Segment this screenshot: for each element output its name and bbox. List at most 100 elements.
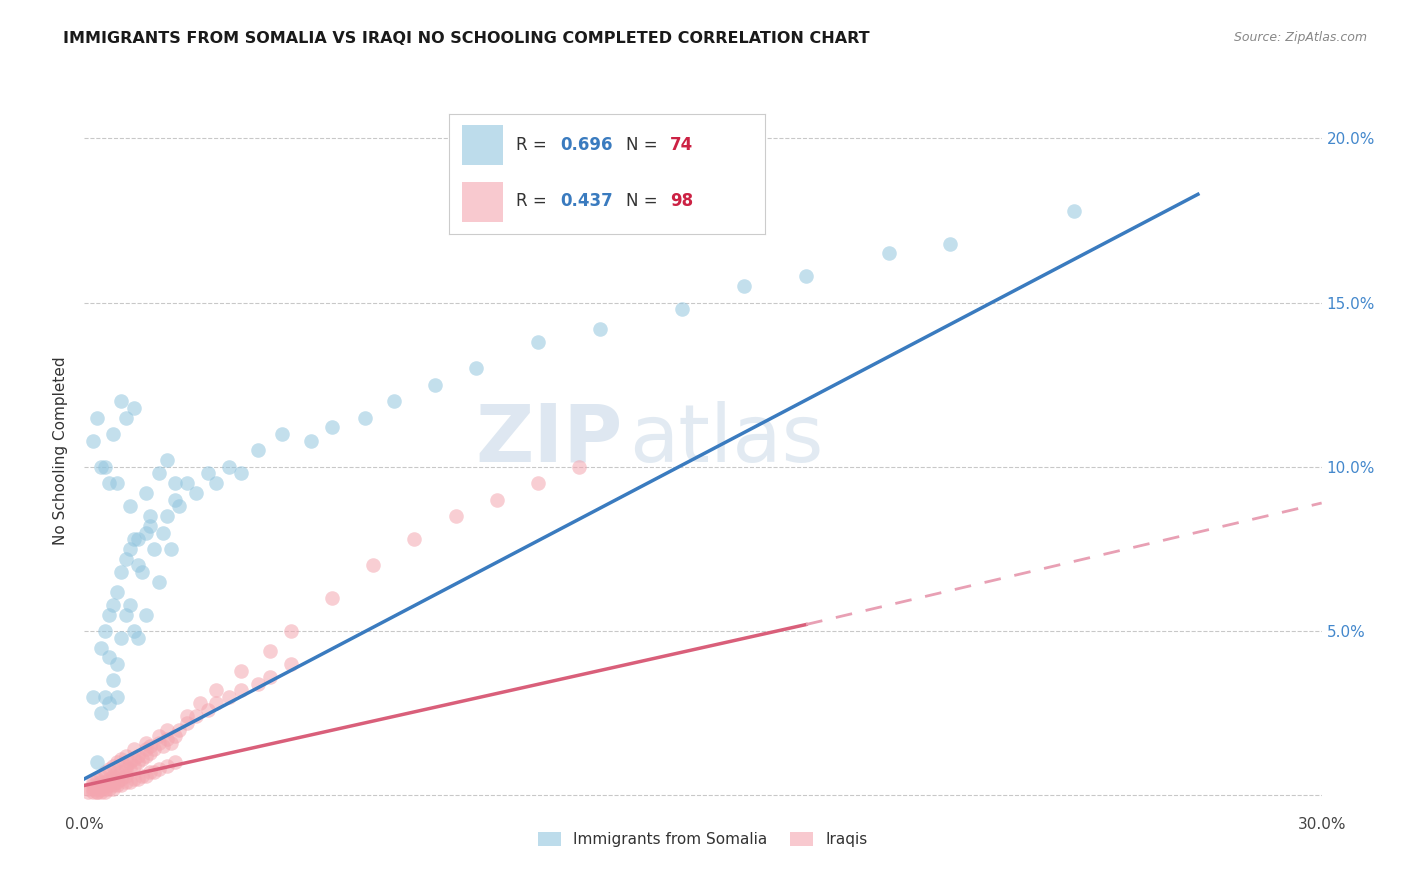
Point <box>156 723 179 737</box>
Point <box>246 676 269 690</box>
Text: IMMIGRANTS FROM SOMALIA VS IRAQI NO SCHOOLING COMPLETED CORRELATION CHART: IMMIGRANTS FROM SOMALIA VS IRAQI NO SCHO… <box>63 31 870 46</box>
Point <box>259 670 281 684</box>
Point <box>110 752 132 766</box>
Point <box>94 785 117 799</box>
Point <box>105 690 128 704</box>
Point <box>103 427 125 442</box>
Point <box>321 420 343 434</box>
Point <box>877 246 900 260</box>
Point <box>98 779 121 793</box>
Point <box>353 410 375 425</box>
Point <box>259 644 281 658</box>
Point <box>114 607 136 622</box>
Point <box>90 769 112 783</box>
Point <box>131 752 153 766</box>
Point <box>382 394 405 409</box>
Point <box>176 476 198 491</box>
Point <box>733 279 755 293</box>
Point <box>105 779 128 793</box>
Point <box>127 558 149 573</box>
Point <box>485 492 508 507</box>
Point <box>184 486 207 500</box>
Point <box>197 467 219 481</box>
Point <box>105 584 128 599</box>
Point <box>105 769 128 783</box>
Point <box>105 657 128 671</box>
Point <box>122 532 145 546</box>
Point <box>90 706 112 721</box>
Point <box>114 769 136 783</box>
Point <box>156 758 179 772</box>
Point <box>321 591 343 606</box>
Point <box>82 775 104 789</box>
Point <box>135 769 157 783</box>
Point <box>90 640 112 655</box>
Point <box>105 775 128 789</box>
Point <box>165 756 187 770</box>
Point <box>110 779 132 793</box>
Point <box>110 631 132 645</box>
Point <box>143 742 166 756</box>
Point <box>229 664 252 678</box>
Point <box>77 781 100 796</box>
Point <box>152 525 174 540</box>
Point <box>90 785 112 799</box>
Point <box>82 779 104 793</box>
Text: ZIP: ZIP <box>475 401 623 479</box>
Point <box>114 762 136 776</box>
Point <box>139 765 162 780</box>
Point <box>127 756 149 770</box>
Point <box>139 746 162 760</box>
Point <box>280 657 302 671</box>
Text: atlas: atlas <box>628 401 823 479</box>
Point <box>423 377 446 392</box>
Point <box>197 703 219 717</box>
Point <box>122 624 145 639</box>
Point <box>118 500 141 514</box>
Point <box>94 624 117 639</box>
Y-axis label: No Schooling Completed: No Schooling Completed <box>53 356 69 545</box>
Point <box>218 459 240 474</box>
Point <box>103 779 125 793</box>
Point <box>143 541 166 556</box>
Point <box>105 476 128 491</box>
Point <box>110 394 132 409</box>
Point <box>122 401 145 415</box>
Point <box>156 732 179 747</box>
Point <box>143 765 166 780</box>
Point <box>589 322 612 336</box>
Point <box>527 334 550 349</box>
Point <box>135 748 157 763</box>
Point <box>105 765 128 780</box>
Point <box>103 769 125 783</box>
Point <box>127 772 149 786</box>
Point <box>98 476 121 491</box>
Point <box>118 756 141 770</box>
Point <box>939 236 962 251</box>
Point <box>156 509 179 524</box>
Point <box>205 476 228 491</box>
Point <box>139 739 162 753</box>
Point <box>114 775 136 789</box>
Point <box>98 772 121 786</box>
Point <box>118 541 141 556</box>
Point <box>131 769 153 783</box>
Point <box>122 772 145 786</box>
Point <box>465 361 488 376</box>
Point <box>86 785 108 799</box>
Point <box>122 742 145 756</box>
Point <box>82 434 104 448</box>
Point <box>103 758 125 772</box>
Point <box>135 607 157 622</box>
Point <box>148 729 170 743</box>
Point <box>160 736 183 750</box>
Point <box>188 696 211 710</box>
Point <box>1063 203 1085 218</box>
Point <box>135 736 157 750</box>
Point <box>110 765 132 780</box>
Point <box>176 709 198 723</box>
Point <box>103 673 125 688</box>
Point <box>86 779 108 793</box>
Point <box>114 410 136 425</box>
Point <box>118 598 141 612</box>
